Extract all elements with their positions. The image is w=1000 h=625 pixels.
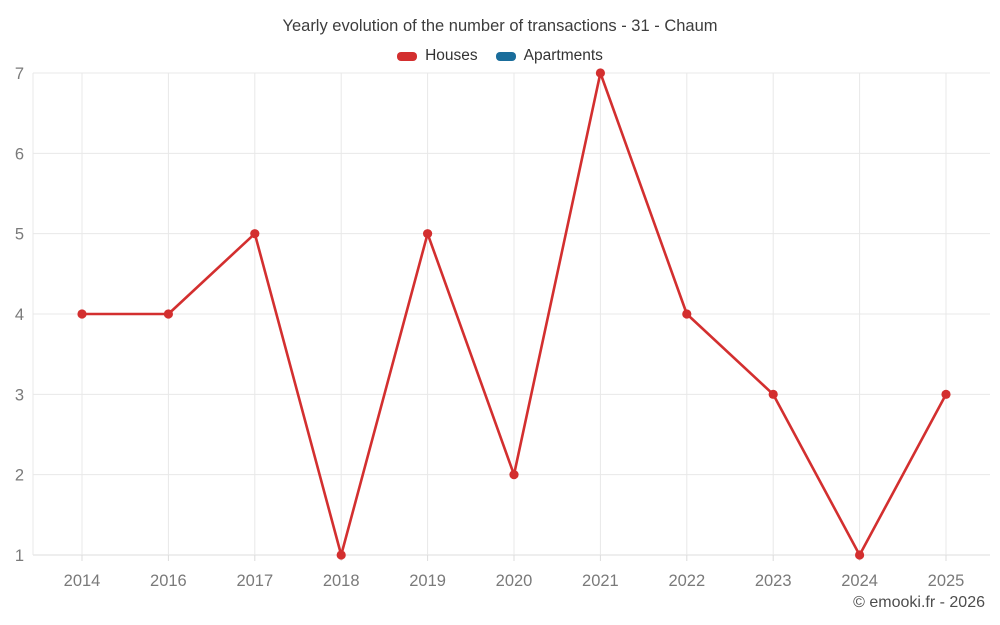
x-axis-label-2019: 2019 xyxy=(409,572,446,590)
x-axis-label-2018: 2018 xyxy=(323,572,360,590)
x-axis-label-2016: 2016 xyxy=(150,572,187,590)
data-point-houses-2022[interactable] xyxy=(682,309,692,319)
legend-item-houses[interactable]: Houses xyxy=(397,47,478,65)
data-point-houses-2014[interactable] xyxy=(77,309,87,319)
y-axis-label-4: 4 xyxy=(15,306,24,324)
y-axis-label-7: 7 xyxy=(15,65,24,83)
x-axis-label-2020: 2020 xyxy=(496,572,533,590)
legend-item-apartments[interactable]: Apartments xyxy=(495,47,603,65)
y-axis-label-5: 5 xyxy=(15,226,24,244)
houses-series-swatch-icon xyxy=(397,51,418,61)
legend-label-apartments: Apartments xyxy=(523,47,603,64)
x-axis-label-2021: 2021 xyxy=(582,572,619,590)
apartments-series-swatch-icon xyxy=(495,51,516,61)
data-point-houses-2020[interactable] xyxy=(509,470,519,480)
y-axis-label-6: 6 xyxy=(15,145,24,163)
x-axis-label-2023: 2023 xyxy=(755,572,792,590)
x-axis-label-2022: 2022 xyxy=(668,572,705,590)
x-axis-label-2024: 2024 xyxy=(841,572,878,590)
legend: Houses Apartments xyxy=(0,46,1000,66)
y-axis-label-2: 2 xyxy=(15,467,24,485)
x-axis-label-2014: 2014 xyxy=(64,572,101,590)
data-point-houses-2018[interactable] xyxy=(336,550,346,560)
data-point-houses-2016[interactable] xyxy=(163,309,173,319)
watermark-credit: © emooki.fr - 2026 xyxy=(853,594,985,611)
chart-title: Yearly evolution of the number of transa… xyxy=(282,17,718,35)
data-point-houses-2025[interactable] xyxy=(941,389,951,399)
x-axis-label-2017: 2017 xyxy=(236,572,273,590)
data-point-houses-2021[interactable] xyxy=(595,68,606,78)
x-axis-label-2025: 2025 xyxy=(928,572,965,590)
data-point-houses-2019[interactable] xyxy=(423,229,433,239)
data-point-houses-2024[interactable] xyxy=(855,550,865,560)
y-axis-label-3: 3 xyxy=(15,386,24,404)
y-axis-label-1: 1 xyxy=(15,547,24,565)
data-point-houses-2017[interactable] xyxy=(250,229,260,239)
legend-label-houses: Houses xyxy=(425,47,478,64)
data-point-houses-2023[interactable] xyxy=(768,389,778,399)
